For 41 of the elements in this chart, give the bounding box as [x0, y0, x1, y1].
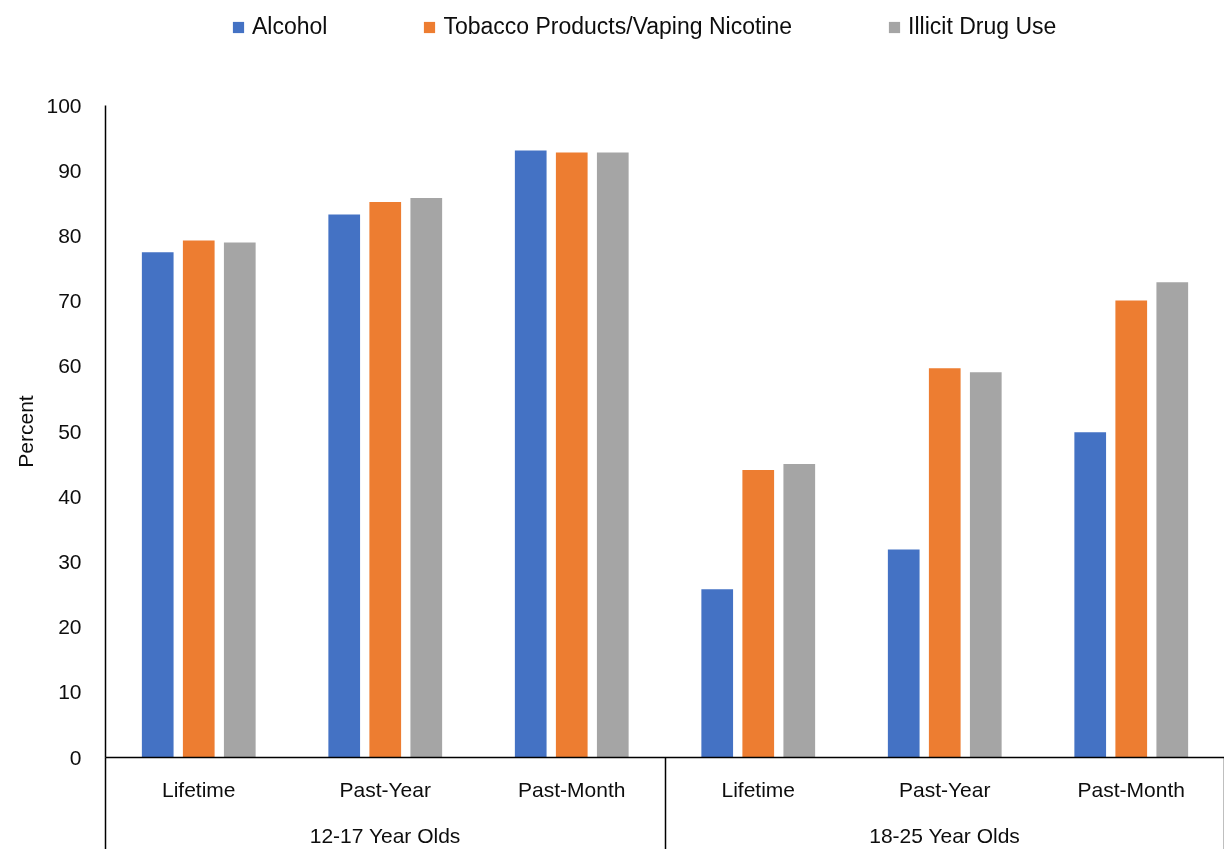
y-axis-title: Percent	[14, 395, 38, 468]
bar	[514, 150, 547, 758]
bar	[1074, 432, 1107, 758]
bar	[141, 252, 174, 758]
y-tick-label: 90	[58, 158, 82, 182]
legend-label: Illicit Drug Use	[908, 13, 1057, 40]
y-tick-label: 40	[58, 484, 82, 508]
y-tick-label: 20	[58, 615, 82, 639]
bar	[701, 589, 734, 758]
bar	[969, 372, 1002, 758]
bar	[182, 240, 215, 758]
x-tick-label: Past-Month	[1077, 777, 1185, 801]
y-tick-label: 50	[58, 419, 82, 443]
bar	[928, 368, 961, 758]
bar	[369, 202, 402, 758]
y-tick-label: 10	[58, 680, 82, 704]
x-tick-label: Lifetime	[721, 777, 796, 801]
bar	[328, 214, 361, 758]
bar	[1156, 282, 1189, 758]
x-tick-label: Past-Month	[518, 777, 626, 801]
bar	[596, 152, 629, 758]
x-tick-label: Past-Year	[339, 777, 431, 801]
bar	[555, 152, 588, 758]
y-tick-label: 0	[69, 745, 82, 769]
bar	[223, 242, 256, 758]
bar	[1115, 300, 1148, 758]
text: 12-17 Year Olds	[309, 823, 461, 847]
y-tick-label: 30	[58, 549, 82, 573]
bar	[887, 549, 920, 758]
bar	[410, 198, 443, 758]
text: 18-25 Year Olds	[869, 823, 1020, 847]
bar	[742, 469, 775, 758]
x-tick-label: Lifetime	[161, 777, 236, 801]
y-tick-label: 100	[46, 93, 82, 117]
legend-label: Tobacco Products/Vaping Nicotine	[443, 13, 793, 40]
legend-label: Alcohol	[252, 13, 328, 40]
bar	[783, 464, 816, 758]
y-tick-label: 60	[58, 354, 82, 378]
y-tick-label: 80	[58, 223, 82, 247]
y-tick-label: 70	[58, 289, 82, 313]
x-tick-label: Past-Year	[899, 777, 991, 801]
